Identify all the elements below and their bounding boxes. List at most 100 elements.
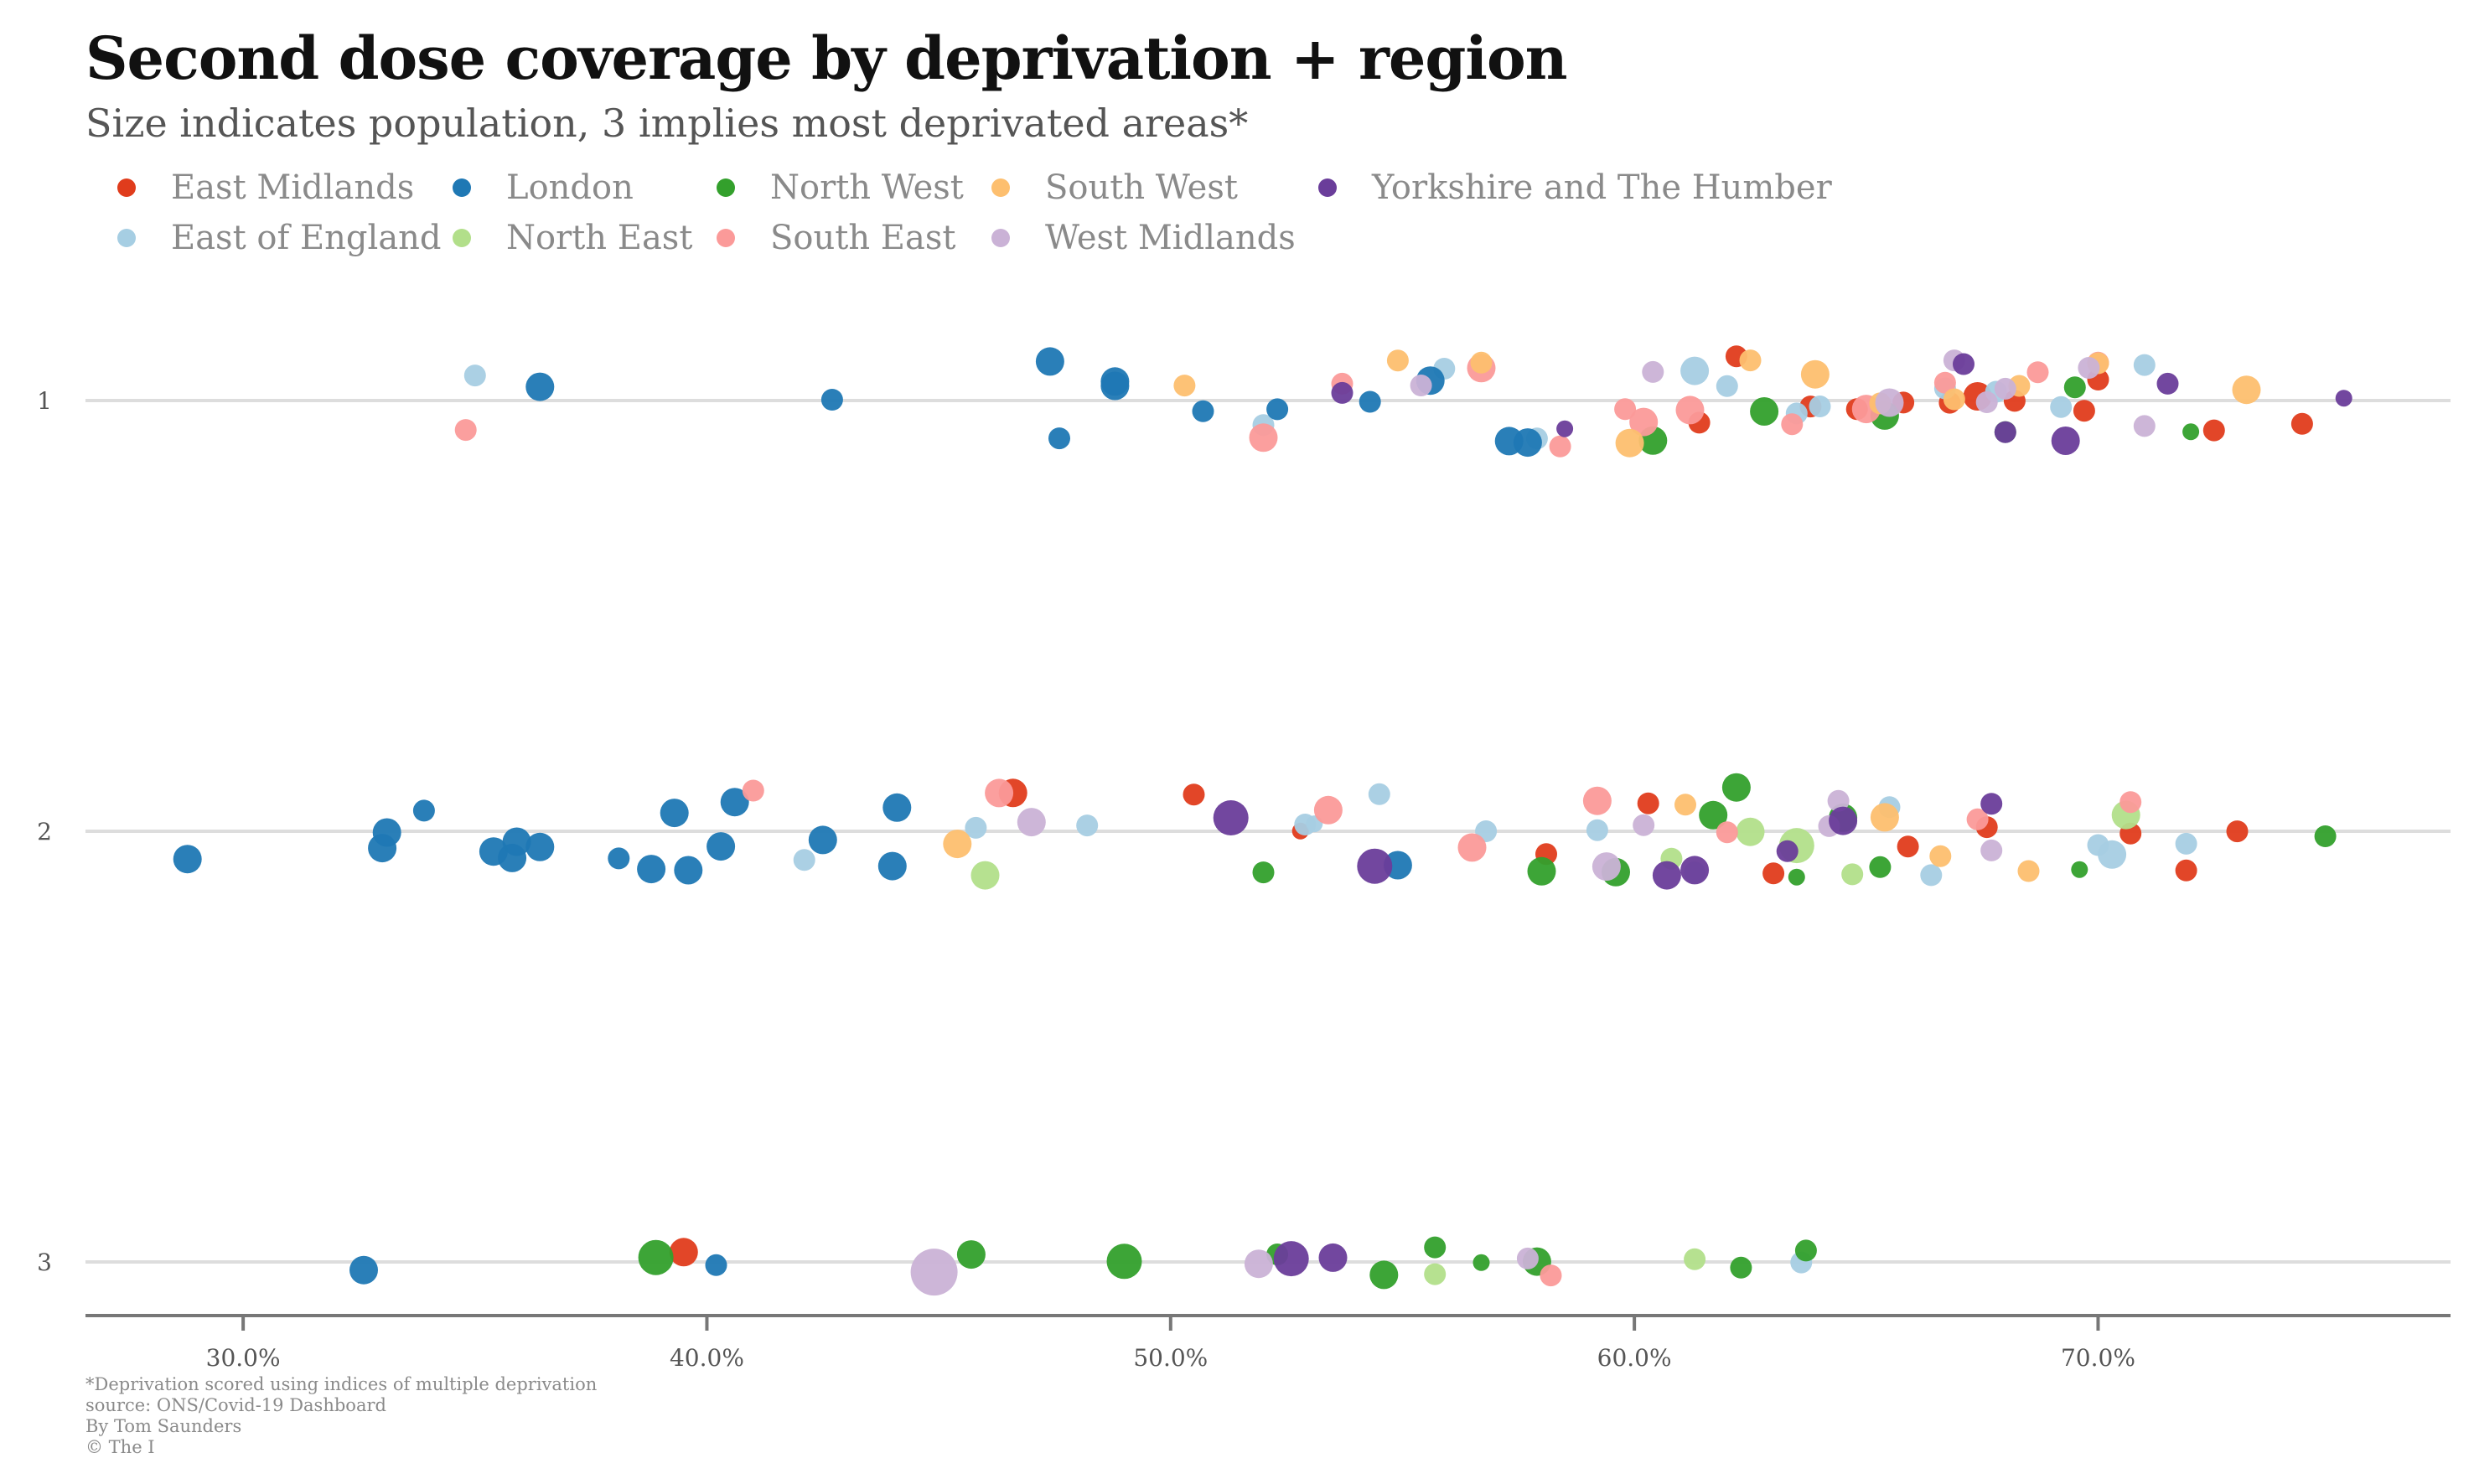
data-point	[1929, 845, 1952, 867]
data-point	[1359, 390, 1381, 413]
data-point	[1368, 783, 1390, 805]
data-point	[2335, 390, 2352, 407]
data-point	[1549, 435, 1571, 458]
data-point	[1699, 800, 1728, 830]
data-point	[1192, 400, 1214, 422]
data-point	[2026, 361, 2049, 384]
data-point	[793, 849, 815, 871]
data-point	[2175, 832, 2197, 855]
data-point	[2182, 423, 2200, 441]
data-point	[608, 847, 630, 870]
legend-label: East Midlands	[171, 168, 415, 207]
data-point	[1829, 806, 1858, 835]
data-point	[1273, 1241, 1309, 1277]
legend-swatch	[717, 178, 735, 197]
data-point	[1424, 1263, 1447, 1285]
data-point	[1266, 398, 1289, 421]
data-point	[877, 851, 907, 881]
data-point	[1994, 377, 2016, 400]
data-point	[1252, 861, 1275, 884]
data-point	[1897, 835, 1919, 858]
data-point	[1424, 1236, 1447, 1259]
data-point	[1173, 375, 1196, 397]
data-point	[1875, 388, 1904, 417]
data-point	[1633, 814, 1655, 836]
legend-label: North West	[770, 168, 964, 207]
legend-label: West Midlands	[1045, 219, 1296, 257]
x-tick-label: 40.0%	[670, 1344, 744, 1372]
legend-item: East of England	[117, 215, 442, 261]
data-point	[1794, 1239, 1817, 1262]
data-point	[2232, 375, 2261, 405]
data-point	[956, 1240, 986, 1269]
data-point	[1730, 1256, 1752, 1279]
legend-swatch	[991, 178, 1010, 197]
data-point	[1800, 359, 1830, 389]
data-point	[412, 799, 435, 822]
legend-swatch	[1318, 178, 1337, 197]
data-point	[1470, 351, 1493, 374]
y-tick-label: 1	[37, 387, 52, 415]
data-point	[2156, 372, 2179, 395]
data-point	[1313, 795, 1343, 825]
data-point	[1331, 381, 1353, 404]
data-point	[1249, 423, 1278, 452]
data-point	[1827, 789, 1850, 812]
data-point	[1841, 863, 1864, 886]
data-point	[1318, 1243, 1348, 1272]
legend-item: East Midlands	[117, 164, 414, 211]
data-point	[1527, 856, 1556, 886]
data-point	[2073, 400, 2095, 422]
data-point	[1870, 803, 1899, 832]
data-point	[2071, 861, 2088, 878]
data-point	[1762, 862, 1785, 885]
data-point	[970, 861, 1000, 890]
chart-title: Second dose coverage by deprivation + re…	[85, 23, 1568, 93]
legend-item: North East	[453, 215, 692, 261]
data-point	[2051, 427, 2080, 455]
legend-swatch	[453, 229, 471, 247]
data-point	[1386, 349, 1409, 372]
footnote: *Deprivation scored using indices of mul…	[85, 1374, 597, 1458]
data-point	[1586, 819, 1608, 841]
data-point	[1582, 786, 1612, 815]
data-point	[1788, 868, 1805, 886]
data-point	[1750, 397, 1779, 426]
x-tick-label: 60.0%	[1597, 1344, 1672, 1372]
data-point	[638, 1239, 674, 1275]
data-point	[965, 816, 987, 839]
legend-label: Yorkshire and The Humber	[1372, 168, 1832, 207]
data-point	[349, 1255, 378, 1285]
data-point	[2133, 354, 2156, 376]
data-point	[1920, 864, 1943, 887]
legend-label: North East	[506, 219, 693, 257]
data-point	[173, 845, 202, 874]
footnote-source: source: ONS/Covid-19 Dashboard	[85, 1395, 386, 1415]
data-point	[1048, 427, 1070, 450]
data-point	[1615, 428, 1644, 458]
data-point	[1809, 396, 1831, 417]
data-point	[1410, 375, 1432, 396]
data-point	[1994, 421, 2016, 443]
data-point	[1369, 1260, 1399, 1290]
data-point	[669, 1238, 698, 1267]
data-point	[525, 372, 555, 401]
data-point	[1953, 353, 1975, 375]
x-tick-label: 70.0%	[2061, 1344, 2135, 1372]
data-point	[1975, 391, 1998, 413]
data-point	[525, 832, 555, 861]
data-point	[706, 832, 736, 861]
data-point	[1472, 1254, 1490, 1271]
legend-label: East of England	[171, 219, 442, 257]
legend-swatch	[717, 229, 735, 247]
data-point	[1076, 814, 1099, 837]
data-point	[1642, 360, 1664, 383]
data-point	[1540, 1264, 1562, 1287]
data-point	[1675, 396, 1705, 425]
data-point	[820, 389, 843, 411]
data-point	[1781, 413, 1804, 436]
data-point	[1592, 852, 1621, 882]
data-point	[1516, 1247, 1539, 1269]
data-point	[1680, 856, 1710, 885]
